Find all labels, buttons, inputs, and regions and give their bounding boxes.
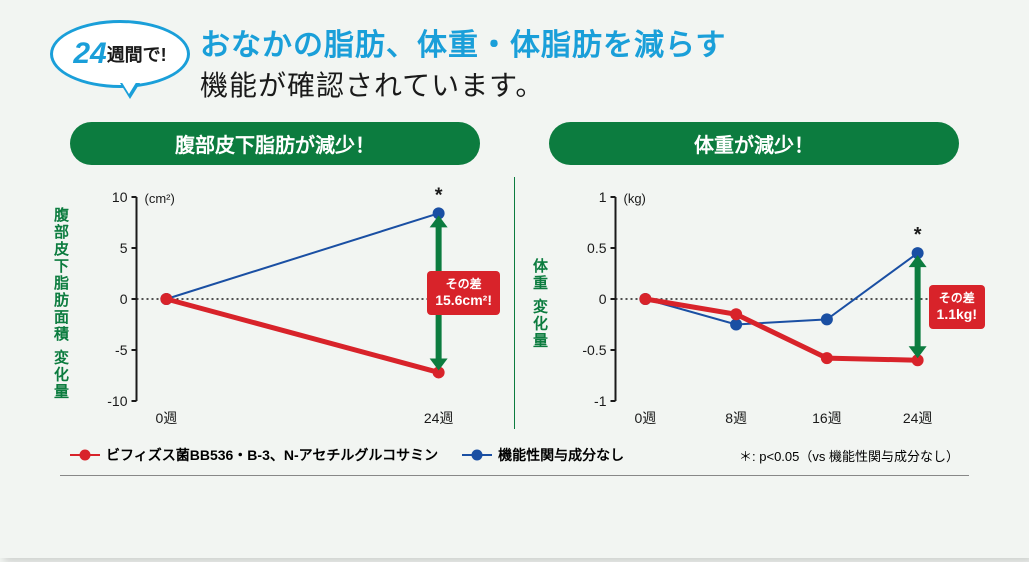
svg-text:0週: 0週 <box>155 410 177 426</box>
headline: おなかの脂肪、体重・体脂肪を減らす 機能が確認されています。 <box>200 20 726 104</box>
infographic-container: 24 週間で! おなかの脂肪、体重・体脂肪を減らす 機能が確認されています。 腹… <box>0 0 1029 558</box>
chart1-diff-value: 15.6cm²! <box>435 292 492 310</box>
svg-text:-10: -10 <box>107 393 127 409</box>
legend-active: ビフィズス菌BB536・B-3、N-アセチルグルコサミン <box>70 445 438 465</box>
svg-text:-1: -1 <box>594 393 607 409</box>
svg-text:*: * <box>435 184 443 206</box>
chart2-diff-value: 1.1kg! <box>937 306 977 324</box>
svg-text:16週: 16週 <box>812 410 842 426</box>
svg-text:10: 10 <box>112 189 128 205</box>
headline-top: おなかの脂肪、体重・体脂肪を減らす <box>200 20 726 64</box>
headline-bottom: 機能が確認されています。 <box>200 64 726 104</box>
legend-control: 機能性関与成分なし <box>462 445 624 465</box>
bubble-number: 24 <box>73 37 106 71</box>
duration-bubble: 24 週間で! <box>50 20 190 88</box>
chart1-diff-top: その差 <box>435 277 492 292</box>
chart2-area: 体重 変化量 -1 -0.5 0 0.5 1 (kg) 0週 8週 16週 24週 * その差 1.… <box>529 179 979 429</box>
legend-active-label: ビフィズス菌BB536・B-3、N-アセチルグルコサミン <box>106 445 438 465</box>
svg-text:5: 5 <box>120 240 128 256</box>
svg-text:24週: 24週 <box>903 410 933 426</box>
svg-text:-5: -5 <box>115 342 128 358</box>
panel-divider <box>514 177 515 429</box>
chart2-svg: -1 -0.5 0 0.5 1 (kg) 0週 8週 16週 24週 * <box>556 179 979 429</box>
chart1-panel: 腹部皮下脂肪が減少！ 腹部皮下脂肪面積 変化量 -10 -5 0 5 10 (cm²) 0週… <box>50 122 500 429</box>
svg-text:(kg): (kg) <box>624 191 646 206</box>
svg-text:24週: 24週 <box>424 410 454 426</box>
bubble-unit: 週間で! <box>107 41 167 67</box>
legend-control-label: 機能性関与成分なし <box>498 445 624 465</box>
charts-row: 腹部皮下脂肪が減少！ 腹部皮下脂肪面積 変化量 -10-50510(cm²)0週… <box>50 122 979 429</box>
legend: ビフィズス菌BB536・B-3、N-アセチルグルコサミン 機能性関与成分なし ＊… <box>60 441 969 476</box>
chart1-diff-box: その差 15.6cm²! <box>427 271 500 316</box>
svg-text:8週: 8週 <box>725 410 747 426</box>
chart2-diff-box: その差 1.1kg! <box>929 285 985 330</box>
svg-text:0: 0 <box>599 291 607 307</box>
svg-text:0.5: 0.5 <box>587 240 607 256</box>
chart2-plot: -1 -0.5 0 0.5 1 (kg) 0週 8週 16週 24週 * その差 1.1kg! <box>556 179 979 429</box>
svg-text:-0.5: -0.5 <box>582 342 606 358</box>
chart1-title: 腹部皮下脂肪が減少！ <box>70 122 480 165</box>
legend-marker-control <box>462 454 492 456</box>
chart2-title: 体重が減少！ <box>549 122 959 165</box>
svg-text:0週: 0週 <box>634 410 656 426</box>
chart2-panel: 体重が減少！ 体重 変化量 -1 -0.5 0 0.5 1 (kg) 0週 8週 16週 24週 *… <box>529 122 979 429</box>
chart2-ylabel: 体重 変化量 <box>529 258 550 349</box>
chart1-plot: -10 -5 0 5 10 (cm²) 0週 24週 * その差 15.6cm²! <box>77 179 500 429</box>
chart1-area: 腹部皮下脂肪面積 変化量 -10 -5 0 5 10 (cm²) 0週 24週 * その差 15… <box>50 179 500 429</box>
svg-text:(cm²): (cm²) <box>145 191 175 206</box>
svg-text:0: 0 <box>120 291 128 307</box>
chart2-diff-top: その差 <box>937 291 977 306</box>
svg-text:*: * <box>914 224 922 246</box>
legend-marker-active <box>70 454 100 456</box>
chart1-ylabel: 腹部皮下脂肪面積 変化量 <box>50 207 71 400</box>
svg-text:1: 1 <box>599 189 607 205</box>
legend-note: ＊: p<0.05（vs 機能性関与成分なし） <box>739 446 959 465</box>
header: 24 週間で! おなかの脂肪、体重・体脂肪を減らす 機能が確認されています。 <box>50 20 979 104</box>
